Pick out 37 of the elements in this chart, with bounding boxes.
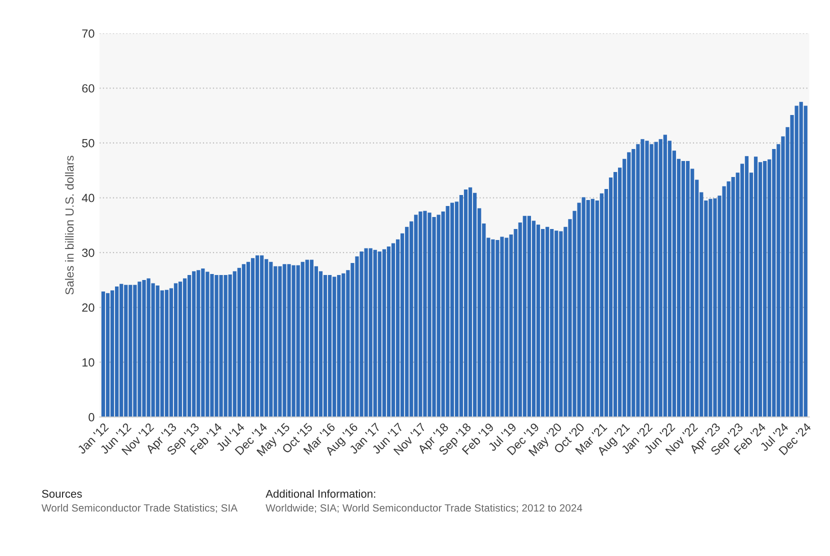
y-tick-label: 60 — [82, 84, 94, 93]
y-tick-label: 20 — [82, 303, 94, 312]
bar — [600, 193, 604, 417]
bar — [182, 278, 187, 417]
bar — [681, 161, 686, 417]
bar — [178, 282, 182, 417]
bar — [804, 106, 808, 417]
bar — [686, 161, 690, 417]
y-tick-label: 50 — [82, 139, 94, 148]
bar — [386, 246, 391, 417]
bar — [246, 262, 250, 417]
y-tick-label: 40 — [82, 194, 94, 202]
bar — [323, 275, 328, 417]
text: Sources — [42, 490, 82, 498]
bar — [468, 187, 472, 417]
y-tick-label: 70 — [82, 29, 94, 38]
y-tick-label: 0 — [88, 413, 94, 422]
bar — [328, 275, 332, 417]
bar — [250, 258, 255, 417]
bar — [536, 224, 540, 417]
text: World Semiconductor Trade Statistics; SIA — [42, 504, 238, 513]
bar — [744, 156, 749, 417]
text: Additional Information: — [266, 490, 376, 498]
y-tick-label: 10 — [82, 358, 94, 367]
bar — [527, 216, 532, 417]
y-axis-title: Sales in billion U.S. dollars — [65, 156, 74, 295]
bar — [110, 290, 114, 417]
bar — [255, 255, 260, 417]
bar — [464, 190, 468, 417]
bar — [754, 156, 758, 417]
bar — [106, 293, 110, 417]
text: Worldwide; SIA; World Semiconductor Trade Statistics; 2012 to 2024 — [266, 504, 582, 513]
bar — [242, 264, 246, 417]
bar — [391, 243, 396, 417]
y-tick-label: 30 — [82, 248, 94, 257]
bar — [174, 283, 178, 417]
bar — [101, 291, 106, 417]
